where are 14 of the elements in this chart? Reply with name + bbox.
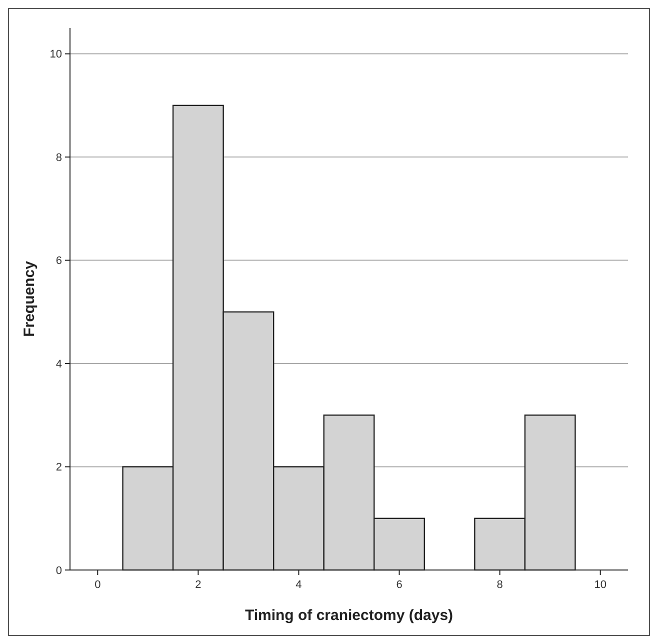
x-axis-title: Timing of craniectomy (days) (244, 607, 454, 624)
y-tick-label: 0 (56, 564, 62, 577)
x-tick-label: 6 (396, 579, 402, 591)
x-tick-label: 8 (496, 579, 503, 591)
x-tick-label: 2 (195, 579, 202, 591)
y-tick-label: 6 (56, 255, 62, 268)
x-tick-label: 10 (594, 579, 606, 591)
y-axis-title: Frequency (21, 260, 38, 337)
x-tick-label: 0 (94, 579, 101, 591)
y-tick-label: 2 (56, 462, 62, 474)
x-tick-label: 4 (296, 579, 302, 591)
y-tick-label: 10 (50, 48, 62, 61)
y-tick-label: 8 (56, 152, 62, 164)
y-tick-label: 4 (56, 358, 62, 370)
